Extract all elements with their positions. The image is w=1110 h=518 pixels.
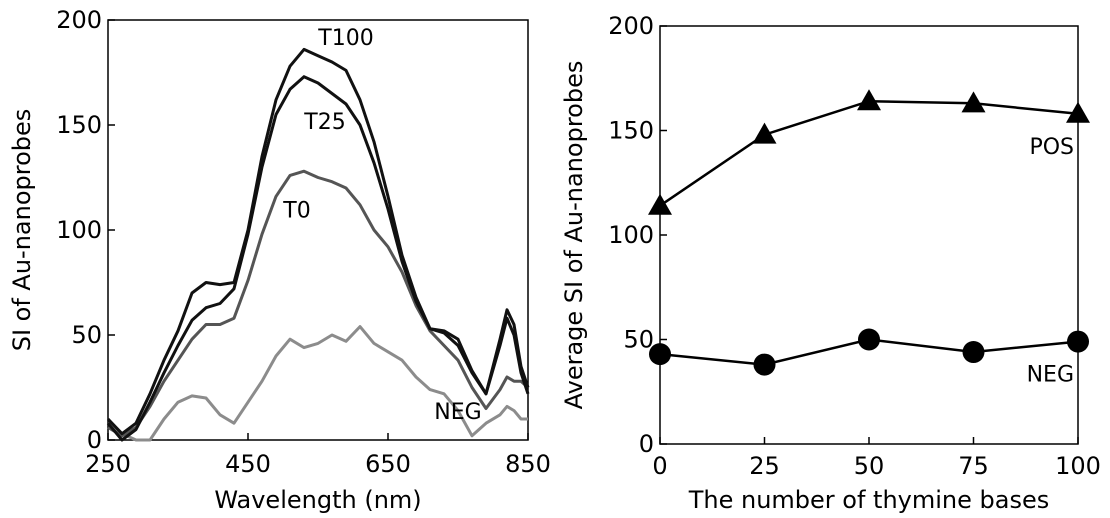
right-y-tick-label: 50	[623, 326, 654, 354]
right-annotations: POS NEG	[1027, 135, 1074, 388]
left-x-tick-label: 650	[365, 450, 411, 478]
right-y-tick-label: 0	[639, 430, 654, 458]
right-x-tick-label: 25	[749, 452, 780, 480]
series-line-pos	[659, 99, 1079, 207]
spectra-panel: 250 450 650 850 0 50 100 150 200 T100 T25 T0 NEG Wa…	[8, 6, 551, 514]
data-point-neg	[649, 343, 671, 366]
data-point-pos	[648, 193, 672, 215]
left-x-tick-label: 850	[505, 450, 551, 478]
data-point-pos	[857, 89, 881, 111]
series-line-t0	[107, 169, 530, 438]
data-point-neg	[962, 341, 985, 364]
right-plot-frame	[659, 25, 1079, 445]
data-point-neg	[858, 328, 880, 351]
series-line-neg	[107, 325, 528, 442]
right-y-axis-label: Average SI of Au-nanoprobes	[560, 61, 588, 410]
right-y-tick-label: 150	[608, 117, 654, 145]
right-ticks: 0 25 50 75 100 0 50 100 150 200	[608, 12, 1101, 480]
left-y-tick-label: 50	[71, 321, 102, 349]
series-label-pos: POS	[1029, 135, 1074, 160]
right-x-tick-label: 75	[958, 452, 989, 480]
left-series-group	[106, 47, 530, 442]
series-line-t100	[106, 47, 530, 436]
right-y-tick-label: 200	[608, 12, 654, 40]
series-label-neg: NEG	[1027, 363, 1074, 388]
left-ticks: 250 450 650 850 0 50 100 150 200	[56, 6, 551, 478]
right-y-tick-label: 100	[608, 221, 654, 249]
annotation-t0: T0	[282, 198, 310, 223]
data-point-neg	[753, 353, 776, 376]
left-x-tick-label: 450	[225, 450, 271, 478]
left-x-axis-label: Wavelength (nm)	[214, 486, 421, 514]
left-annotations: T100 T25 T0 NEG	[282, 26, 481, 425]
data-point-pos	[1066, 101, 1090, 123]
left-y-tick-label: 100	[56, 216, 102, 244]
annotation-t25: T25	[303, 110, 345, 135]
left-x-tick-label: 250	[85, 450, 131, 478]
left-y-tick-label: 150	[56, 111, 102, 139]
right-series-group	[648, 89, 1090, 376]
data-point-pos	[961, 91, 986, 113]
right-x-tick-label: 0	[652, 452, 667, 480]
left-y-tick-label: 0	[87, 426, 102, 454]
right-x-tick-label: 50	[854, 452, 885, 480]
annotation-t100: T100	[317, 26, 373, 51]
data-point-pos	[752, 122, 777, 144]
right-x-tick-label: 100	[1055, 452, 1101, 480]
left-y-tick-label: 200	[56, 6, 102, 34]
left-y-axis-label: SI of Au-nanoprobes	[8, 109, 36, 352]
data-point-neg	[1067, 330, 1089, 353]
right-x-axis-label: The number of thymine bases	[688, 486, 1050, 514]
annotation-neg: NEG	[434, 400, 481, 425]
thymine-panel: 0 25 50 75 100 0 50 100 150 200 POS NEG The number…	[560, 12, 1101, 514]
